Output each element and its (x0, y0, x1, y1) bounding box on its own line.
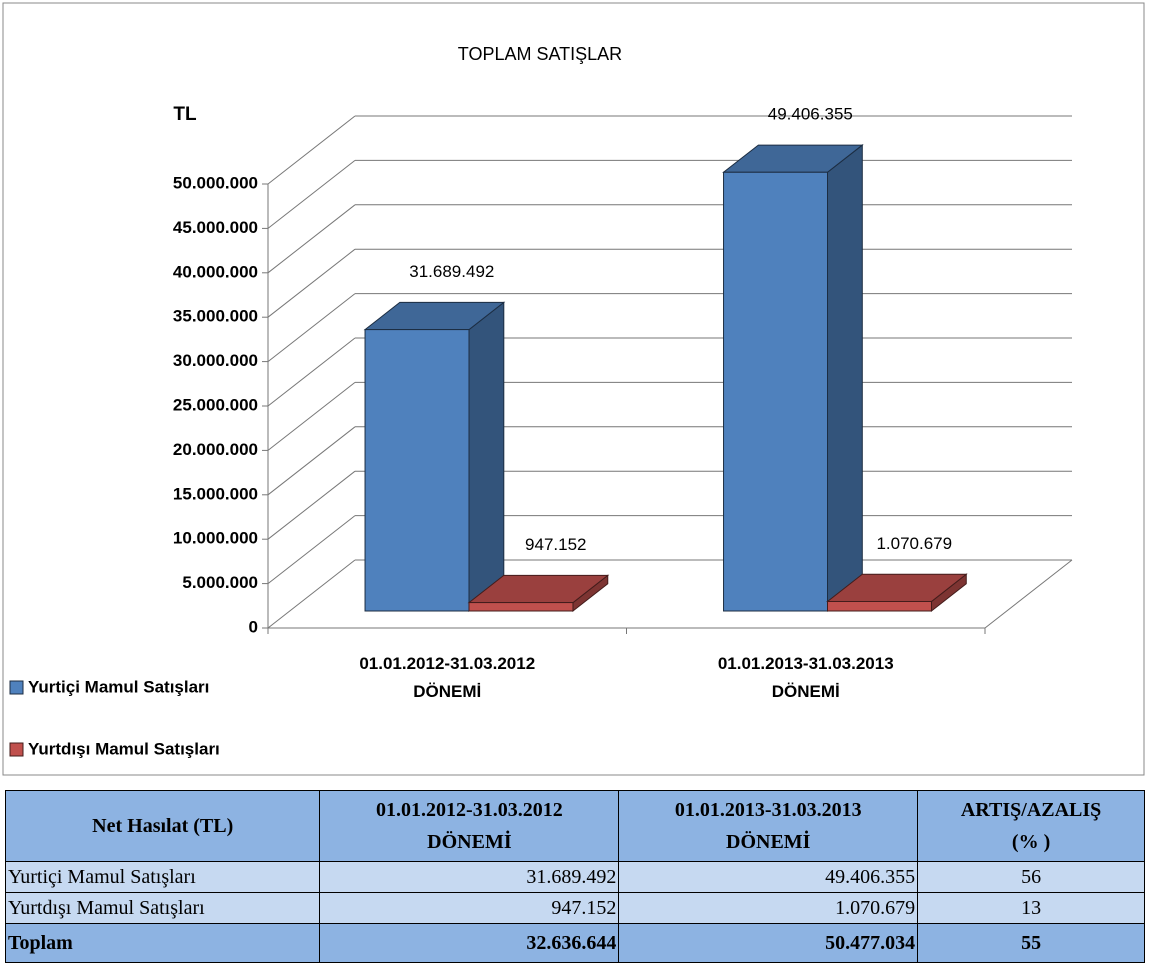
y-tick-label: 20.000.000 (173, 440, 258, 459)
x-tick-label: 01.01.2013-31.03.2013 DÖNEMİ (717, 654, 894, 701)
y-tick-label: 45.000.000 (173, 218, 258, 237)
grid-line (267, 204, 356, 274)
table-cell: 31.689.492 (319, 861, 620, 893)
grid-line (267, 470, 356, 540)
floor-edge (984, 559, 1073, 629)
data-label: 1.070.679 (876, 534, 952, 553)
table-row: Yurtdışı Mamul Satışları 947.152 1.070.679… (4, 892, 1145, 924)
chart-frame (2, 2, 1145, 776)
legend-label: Yurtdışı Mamul Satışları (28, 739, 220, 758)
header-row: Net Hasılat (TL) 01.01.2012-31.03.2012 DÖ… (4, 790, 1145, 862)
table-cell: 32.636.644 (319, 923, 620, 963)
bar-side (468, 301, 505, 613)
chart-title: TOPLAM SATIŞLAR (458, 44, 622, 64)
y-tick-label: 35.000.000 (173, 307, 258, 326)
grid-line (267, 160, 356, 229)
table-cell: 50.477.034 (618, 923, 919, 963)
bar (364, 329, 470, 612)
grid-line (267, 115, 356, 185)
grid-line (267, 559, 356, 629)
bar-side (827, 144, 863, 613)
table-cell: Yurtiçi Mamul Satışları (4, 861, 321, 893)
table-cell: Yurtdışı Mamul Satışları (4, 892, 321, 924)
grid-line (267, 382, 356, 451)
y-tick-label: 50.000.000 (173, 173, 258, 192)
table-cell: Toplam (4, 923, 321, 963)
data-label: 49.406.355 (768, 105, 853, 124)
table-row: Yurtiçi Mamul Satışları 31.689.492 49.406.… (4, 861, 1145, 893)
bar (827, 600, 932, 612)
table-cell: 1.070.679 (618, 892, 919, 924)
y-tick-label: 25.000.000 (173, 395, 258, 414)
table-cell: 56 (917, 861, 1145, 893)
y-tick-label: 30.000.000 (173, 351, 258, 370)
grid-line (267, 337, 356, 407)
data-label: 31.689.492 (409, 262, 494, 281)
header-cell: ARTIŞ/AZALIŞ (% ) (917, 790, 1145, 862)
y-tick-label: 10.000.000 (173, 529, 258, 548)
y-tick-label: 15.000.000 (173, 484, 258, 503)
grid-line (267, 515, 356, 584)
grid-line (267, 426, 356, 496)
y-tick-label: 5.000.000 (182, 573, 258, 592)
x-tick-label: 01.01.2012-31.03.2012 DÖNEMİ (359, 654, 536, 701)
y-axis-label: TL (173, 104, 197, 125)
data-table: Net Hasılat (TL) 01.01.2012-31.03.2012 DÖ… (4, 790, 1145, 963)
y-tick-label: 0 (249, 617, 258, 636)
grid-line (267, 248, 356, 318)
grid-line (267, 293, 356, 362)
bar (723, 171, 828, 612)
header-cell: 01.01.2013-31.03.2013 DÖNEMİ (618, 790, 919, 862)
legend-swatch (9, 680, 24, 695)
table-cell: 55 (917, 923, 1145, 963)
chart: TOPLAM SATIŞLAR TL 0 5.000.000 10.000.000 1… (2, 2, 1145, 776)
data-label: 947.152 (525, 535, 586, 554)
table-cell: 13 (917, 892, 1145, 924)
legend-label: Yurtiçi Mamul Satışları (28, 677, 209, 696)
table-row: Toplam 32.636.644 50.477.034 55 (4, 923, 1145, 963)
table-cell: 947.152 (319, 892, 620, 924)
table-cell: 49.406.355 (618, 861, 919, 893)
legend-swatch (9, 742, 24, 757)
header-cell: Net Hasılat (TL) (4, 790, 321, 862)
header-cell: 01.01.2012-31.03.2012 DÖNEMİ (319, 790, 620, 862)
bar (468, 602, 574, 612)
y-tick-label: 40.000.000 (173, 262, 258, 281)
